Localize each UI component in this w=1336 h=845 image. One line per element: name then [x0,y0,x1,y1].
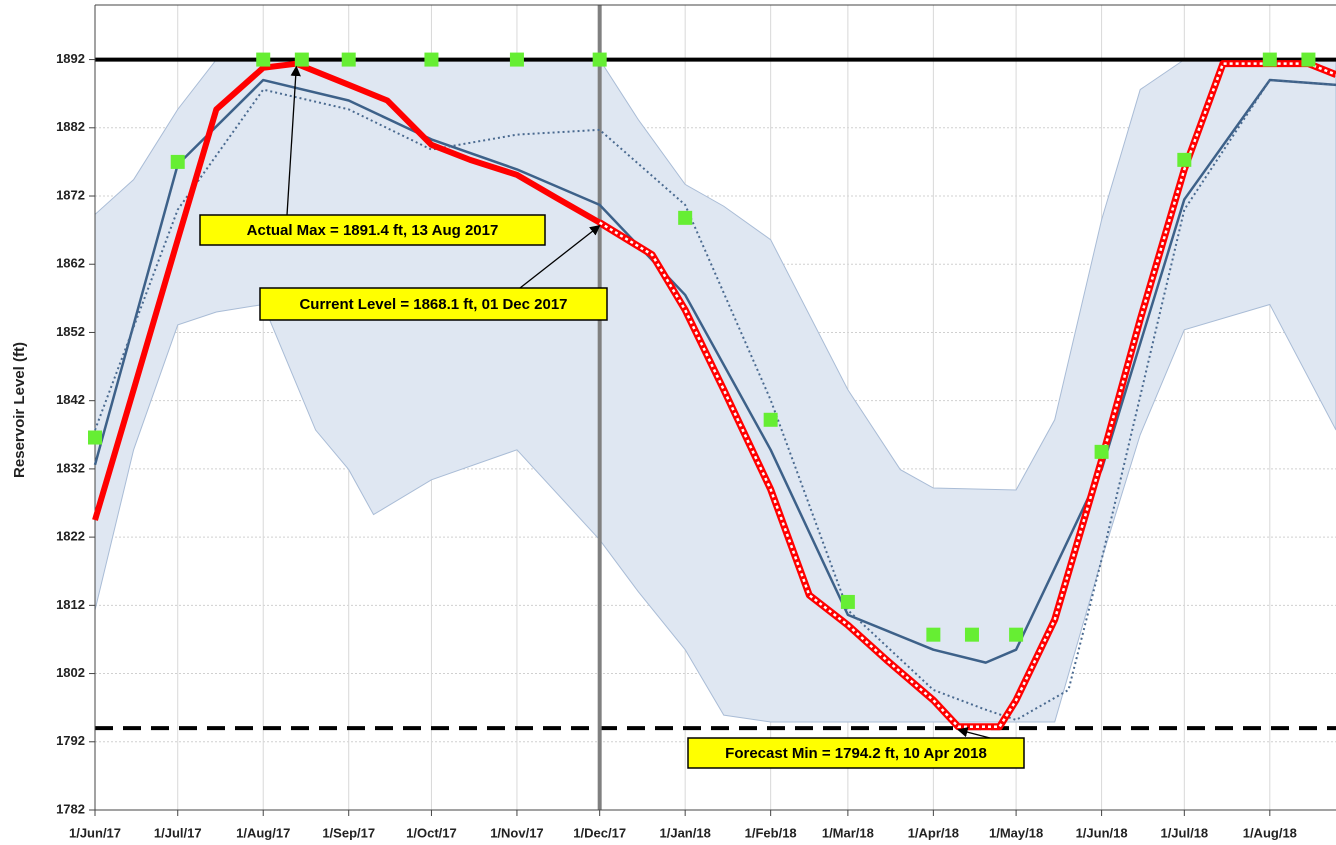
observed-point [678,210,693,225]
y-tick-label: 1822 [56,529,85,544]
observed-point [926,627,941,642]
y-tick-label: 1852 [56,324,85,339]
x-tick-label: 1/Aug/17 [236,825,290,840]
y-tick-label: 1832 [56,460,85,475]
x-tick-label: 1/Jul/18 [1160,825,1208,840]
observed-point [1262,52,1277,67]
x-tick-label: 1/Jun/17 [69,825,121,840]
annotation-box [199,214,546,246]
y-tick-label: 1892 [56,51,85,66]
observed-point [424,52,439,67]
observed-point [763,412,778,427]
y-tick-label: 1802 [56,665,85,680]
annotation-text: Forecast Min = 1794.2 ft, 10 Apr 2018 [725,745,987,762]
annotation-arrow [286,65,301,216]
series-line [93,78,1336,664]
x-tick-label: 1/Jun/18 [1076,825,1128,840]
y-tick-label: 1872 [56,187,85,202]
annotation-box [687,737,1025,769]
series-line [92,60,602,521]
observed-point [294,52,309,67]
y-tick-label: 1812 [56,597,85,612]
y-tick-label: 1882 [56,119,85,134]
annotation-box [259,287,608,321]
annotation-text: Actual Max = 1891.4 ft, 13 Aug 2017 [247,222,499,239]
observed-point [1177,152,1192,167]
observed-point [964,627,979,642]
x-tick-label: 1/Feb/18 [745,825,797,840]
y-tick-label: 1782 [56,801,85,816]
x-tick-label: 1/Mar/18 [822,825,874,840]
y-axis-label: Reservoir Level (ft) [11,342,28,478]
observed-point [256,52,271,67]
x-tick-label: 1/May/18 [989,825,1043,840]
series-line-inner [599,62,1336,729]
annotation-arrow [957,727,991,739]
x-tick-label: 1/Nov/17 [490,825,543,840]
x-tick-label: 1/Oct/17 [406,825,457,840]
observed-point [592,52,607,67]
annotation-text: Current Level = 1868.1 ft, 01 Dec 2017 [299,296,567,313]
observed-point [88,430,102,445]
y-tick-label: 1792 [56,733,85,748]
x-tick-label: 1/Jul/17 [154,825,202,840]
x-tick-label: 1/Apr/18 [908,825,959,840]
x-tick-label: 1/Dec/17 [573,825,626,840]
x-tick-label: 1/Aug/18 [1243,825,1297,840]
y-tick-label: 1862 [56,256,85,271]
observed-point [509,52,524,67]
observed-point [840,594,855,609]
annotation-arrow [519,224,601,289]
y-tick-label: 1842 [56,392,85,407]
observed-point [1009,627,1024,642]
x-tick-label: 1/Sep/17 [322,825,375,840]
observed-point [341,52,356,67]
x-tick-label: 1/Jan/18 [660,825,711,840]
observed-point [1301,52,1316,67]
series-line [94,79,1336,721]
range-band [94,59,1336,723]
observed-point [1094,444,1109,459]
observed-point [170,154,185,169]
